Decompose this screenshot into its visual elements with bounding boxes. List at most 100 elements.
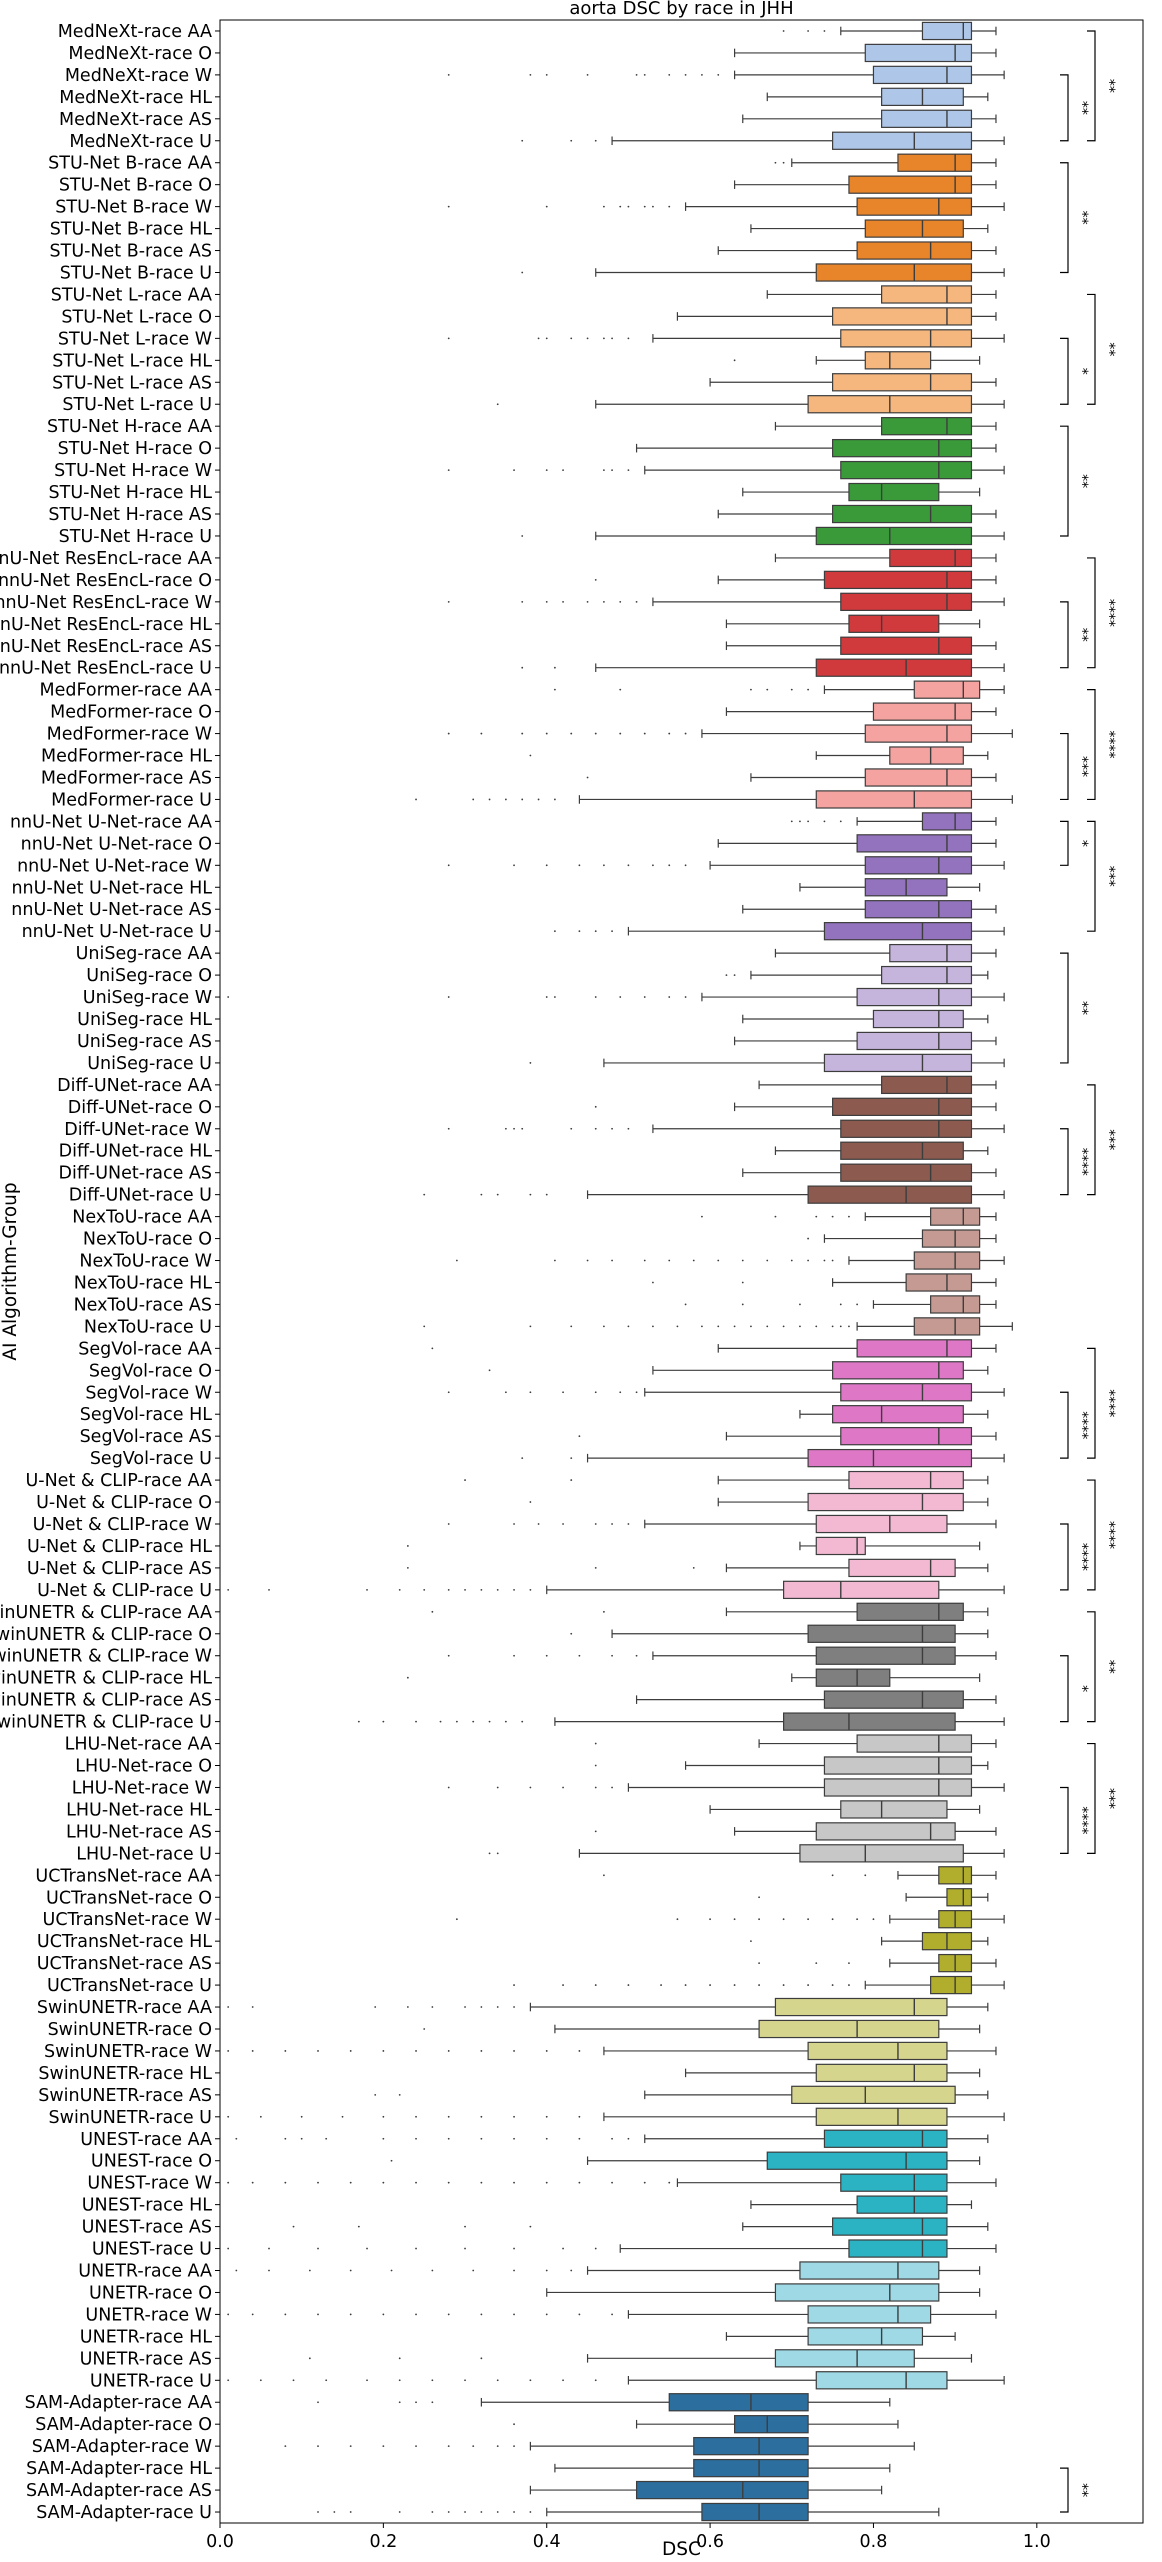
box-swinunetr-clip-race-u xyxy=(357,1712,1005,1731)
iqr-box xyxy=(815,1822,956,1841)
outlier-point xyxy=(545,600,548,603)
iqr-box xyxy=(758,2019,940,2039)
outlier-point xyxy=(848,1962,850,1965)
significance-bracket: ** xyxy=(1060,601,1090,669)
iqr-box xyxy=(856,197,973,216)
x-axis: 0.0 0.2 0.4 0.6 0.8 1.0 xyxy=(206,2523,1051,2552)
outlier-point xyxy=(431,2511,434,2513)
bracket-line xyxy=(1060,601,1069,669)
outlier-point xyxy=(349,2050,352,2052)
outlier-point xyxy=(619,996,622,998)
outlier-point xyxy=(652,864,654,867)
y-tick-label: SegVol-race HL xyxy=(80,1405,213,1425)
outlier-point xyxy=(652,1325,654,1328)
significance-bracket: ** xyxy=(1087,1611,1117,1723)
y-tick-label: SwinUNETR & CLIP-race HL xyxy=(0,1669,212,1689)
outlier-point xyxy=(570,2269,573,2272)
box-lhu-net-race-hl xyxy=(709,1800,981,1819)
iqr-box xyxy=(815,658,973,677)
outlier-point xyxy=(815,1325,818,1328)
y-tick-label: Diff-UNet-race U xyxy=(69,1186,212,1206)
significance-label: * xyxy=(1074,368,1090,375)
outlier-point xyxy=(701,73,703,76)
outlier-point xyxy=(562,2247,564,2250)
outlier-point xyxy=(504,1720,507,1723)
box-diff-unet-race-o xyxy=(594,1097,997,1116)
bracket-line xyxy=(1060,2467,1069,2513)
outlier-point xyxy=(398,2093,401,2096)
y-tick-label: SwinUNETR-race U xyxy=(49,2108,212,2128)
box-unest-race-o xyxy=(390,2151,981,2170)
outlier-point xyxy=(570,1457,573,1460)
bracket-line xyxy=(1087,1347,1096,1459)
outlier-point xyxy=(578,2313,581,2316)
outlier-point xyxy=(668,732,671,735)
box-swinunetr-race-w xyxy=(227,2041,997,2061)
iqr-box xyxy=(832,2217,948,2236)
iqr-box xyxy=(881,109,973,128)
outlier-point xyxy=(611,2313,613,2316)
iqr-box xyxy=(848,614,940,633)
outlier-point xyxy=(545,205,548,208)
outlier-point xyxy=(284,2445,287,2448)
box-stu-net-h-race-w xyxy=(447,460,1005,480)
outlier-point xyxy=(578,1435,581,1438)
iqr-box xyxy=(921,812,973,831)
box-segvol-race-hl xyxy=(799,1405,989,1424)
outlier-point xyxy=(570,732,573,735)
iqr-box xyxy=(881,1075,973,1095)
outlier-point xyxy=(692,1567,695,1569)
outlier-point xyxy=(382,2137,385,2140)
outlier-point xyxy=(447,1523,450,1525)
outlier-point xyxy=(480,2115,483,2118)
box-unetr-race-hl xyxy=(725,2327,956,2346)
bracket-line xyxy=(1087,1742,1096,1854)
outlier-point xyxy=(349,2181,352,2184)
y-tick-label: UCTransNet-race AS xyxy=(37,1954,212,1974)
outlier-point xyxy=(643,1259,646,1262)
y-tick-label: SegVol-race AS xyxy=(80,1427,212,1447)
y-tick-label: STU-Net L-race AS xyxy=(52,373,212,393)
y-tick-label: MedFormer-race HL xyxy=(41,747,212,767)
box-u-net-clip-race-o xyxy=(529,1492,989,1512)
box-medformer-race-u xyxy=(415,790,1013,809)
outlier-point xyxy=(513,1984,515,1986)
outlier-point xyxy=(472,798,475,801)
outlier-point xyxy=(447,996,450,998)
y-tick-label: STU-Net H-race HL xyxy=(49,483,213,503)
outlier-point xyxy=(594,1105,597,1108)
box-unest-race-as xyxy=(292,2217,989,2236)
outlier-point xyxy=(472,2269,475,2272)
outlier-point xyxy=(447,469,450,472)
outlier-point xyxy=(807,30,810,32)
outlier-point xyxy=(807,1259,810,1262)
iqr-box xyxy=(881,965,973,985)
iqr-box xyxy=(864,856,973,875)
outlier-point xyxy=(643,205,646,208)
outlier-point xyxy=(431,2379,434,2382)
x-tick-label: 0.6 xyxy=(696,2532,724,2552)
outlier-point xyxy=(431,2006,434,2008)
outlier-point xyxy=(627,2137,630,2140)
outlier-point xyxy=(504,1391,507,1394)
outlier-point xyxy=(447,2511,450,2513)
bracket-line xyxy=(1087,557,1096,669)
significance-label: **** xyxy=(1101,1521,1117,1549)
significance-bracket: ** xyxy=(1060,74,1090,142)
outlier-point xyxy=(447,732,450,735)
outlier-point xyxy=(447,205,450,208)
outlier-point xyxy=(447,2445,450,2448)
box-nextou-race-u xyxy=(423,1317,1013,1336)
y-tick-label: STU-Net H-race W xyxy=(54,461,212,481)
plot-marks xyxy=(227,21,1013,2522)
outlier-point xyxy=(668,996,671,998)
y-tick-label: UNEST-race W xyxy=(87,2174,212,2194)
y-tick-label: SwinUNETR-race O xyxy=(48,2020,212,2040)
iqr-box xyxy=(840,329,973,348)
outlier-point xyxy=(701,1325,703,1328)
iqr-box xyxy=(668,2393,809,2412)
outlier-point xyxy=(284,2137,287,2140)
outlier-point xyxy=(619,688,622,691)
outlier-point xyxy=(758,1896,760,1899)
y-tick-label: UNEST-race U xyxy=(92,2240,212,2260)
